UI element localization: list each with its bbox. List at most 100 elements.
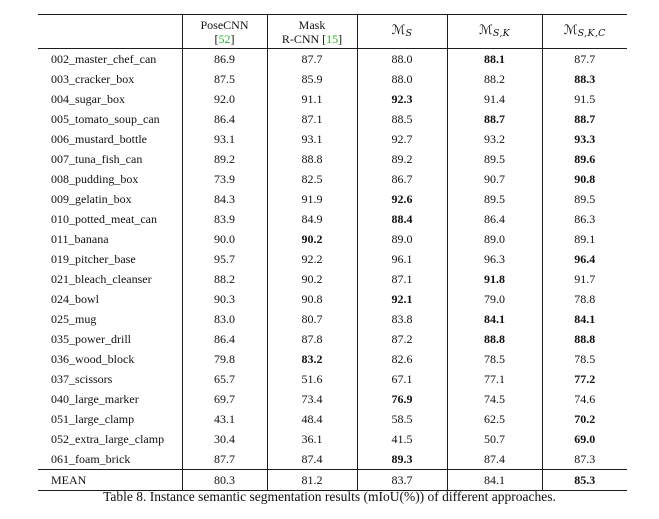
metric-value: 83.2 [267, 349, 358, 369]
header-method-ms: ℳS [357, 14, 448, 49]
metric-value: 87.4 [267, 449, 358, 470]
metric-value: 88.7 [574, 112, 596, 126]
metric-value: 88.3 [574, 72, 596, 86]
metric-value: 65.7 [182, 369, 268, 389]
metric-value: 83.9 [182, 209, 268, 229]
object-label: 006_mustard_bottle [38, 129, 183, 149]
posecnn-citation: [52] [214, 31, 235, 46]
metric-value: 87.8 [267, 329, 358, 349]
metric-value: 84.1 [574, 312, 596, 326]
metric-value: 84.9 [267, 209, 358, 229]
metric-value: 58.5 [357, 409, 448, 429]
metric-value: 86.7 [357, 169, 448, 189]
citation-number: 52 [218, 31, 231, 46]
metric-value: 89.5 [574, 192, 596, 206]
metric-value: 87.1 [267, 109, 358, 129]
metric-value: 93.2 [447, 129, 543, 149]
metric-value: 93.1 [267, 129, 358, 149]
maskrcnn-citation: R-CNN [15] [281, 31, 343, 46]
metric-value: 87.7 [267, 48, 358, 69]
metric-value: 91.8 [447, 269, 543, 289]
metric-value: 90.7 [447, 169, 543, 189]
table-row: 040_large_marker 69.7 73.4 76.9 74.5 74.… [38, 389, 627, 409]
metric-value: 77.1 [447, 369, 543, 389]
maskrcnn-label: Mask [298, 17, 326, 32]
metric-value: 36.1 [267, 429, 358, 449]
metric-value: 70.2 [574, 412, 596, 426]
object-label: 021_bleach_cleanser [38, 269, 183, 289]
metric-value: 77.2 [574, 372, 596, 386]
table-row: 004_sugar_box 92.0 91.1 92.3 91.4 91.5 [38, 89, 627, 109]
metric-value: 69.0 [574, 432, 596, 446]
metric-value: 91.4 [447, 89, 543, 109]
math-symbol-mskc: ℳS,K,C [563, 22, 606, 39]
table-row: 052_extra_large_clamp 30.4 36.1 41.5 50.… [38, 429, 627, 449]
object-label: 007_tuna_fish_can [38, 149, 183, 169]
table-row: 024_bowl 90.3 90.8 92.1 79.0 78.8 [38, 289, 627, 309]
metric-value: 74.6 [574, 392, 596, 406]
metric-value: 84.1 [447, 469, 543, 491]
metric-value: 78.8 [574, 292, 596, 306]
metric-value: 86.3 [574, 212, 596, 226]
metric-value: 89.3 [357, 449, 448, 470]
object-label: 009_gelatin_box [38, 189, 183, 209]
metric-value: 73.4 [267, 389, 358, 409]
metric-value: 92.6 [357, 189, 448, 209]
object-label: 024_bowl [38, 289, 183, 309]
mean-row-section: MEAN 80.3 81.2 83.7 84.1 85.3 [38, 469, 627, 491]
metric-value: 87.3 [574, 452, 596, 466]
object-label: 003_cracker_box [38, 69, 183, 89]
metric-value: 90.8 [267, 289, 358, 309]
table-header: PoseCNN [52] Mask R-CNN [15] ℳS ℳS,K ℳS,… [38, 14, 627, 49]
metric-value: 90.8 [574, 172, 596, 186]
metric-value: 88.2 [447, 69, 543, 89]
object-label: 025_mug [38, 309, 183, 329]
metric-value: 96.3 [447, 249, 543, 269]
object-label: 035_power_drill [38, 329, 183, 349]
segmentation-results-table: PoseCNN [52] Mask R-CNN [15] ℳS ℳS,K ℳS,… [38, 14, 627, 491]
citation-number: 15 [326, 31, 339, 46]
object-label: 004_sugar_box [38, 89, 183, 109]
metric-value: 48.4 [267, 409, 358, 429]
metric-value: 89.5 [447, 189, 543, 209]
table-body: 002_master_chef_can 86.9 87.7 88.0 88.1 … [38, 48, 627, 470]
object-label: 037_scissors [38, 369, 183, 389]
metric-value: 79.0 [447, 289, 543, 309]
header-posecnn: PoseCNN [52] [182, 14, 268, 49]
metric-value: 92.7 [357, 129, 448, 149]
metric-value: 88.4 [357, 209, 448, 229]
metric-value: 91.1 [267, 89, 358, 109]
metric-value: 89.0 [357, 229, 448, 249]
object-label: 040_large_marker [38, 389, 183, 409]
table-row: 025_mug 83.0 80.7 83.8 84.1 84.1 [38, 309, 627, 329]
metric-value: 83.7 [357, 469, 448, 491]
metric-value: 89.0 [447, 229, 543, 249]
object-label: 061_foam_brick [38, 449, 183, 470]
object-label: 005_tomato_soup_can [38, 109, 183, 129]
table-row: 006_mustard_bottle 93.1 93.1 92.7 93.2 9… [38, 129, 627, 149]
metric-value: 51.6 [267, 369, 358, 389]
metric-value: 86.4 [447, 209, 543, 229]
metric-value: 81.2 [267, 469, 358, 491]
metric-value: 90.3 [182, 289, 268, 309]
metric-value: 89.1 [574, 232, 596, 246]
table-row: 003_cracker_box 87.5 85.9 88.0 88.2 88.3 [38, 69, 627, 89]
header-row: PoseCNN [52] Mask R-CNN [15] ℳS ℳS,K ℳS,… [38, 14, 627, 49]
metric-value: 80.3 [182, 469, 268, 491]
results-table-container: PoseCNN [52] Mask R-CNN [15] ℳS ℳS,K ℳS,… [38, 14, 627, 491]
object-label: 051_large_clamp [38, 409, 183, 429]
metric-value: 78.5 [574, 352, 596, 366]
table-row: MEAN 80.3 81.2 83.7 84.1 85.3 [38, 469, 627, 491]
metric-value: 91.7 [574, 272, 596, 286]
metric-value: 88.8 [574, 332, 596, 346]
metric-value: 41.5 [357, 429, 448, 449]
metric-value: 87.2 [357, 329, 448, 349]
object-label: 002_master_chef_can [38, 48, 183, 69]
table-row: 061_foam_brick 87.7 87.4 89.3 87.4 87.3 [38, 449, 627, 470]
table-row: 051_large_clamp 43.1 48.4 58.5 62.5 70.2 [38, 409, 627, 429]
metric-value: 91.5 [574, 92, 596, 106]
object-label: 036_wood_block [38, 349, 183, 369]
posecnn-label: PoseCNN [200, 17, 249, 32]
metric-value: 83.8 [357, 309, 448, 329]
metric-value: 95.7 [182, 249, 268, 269]
